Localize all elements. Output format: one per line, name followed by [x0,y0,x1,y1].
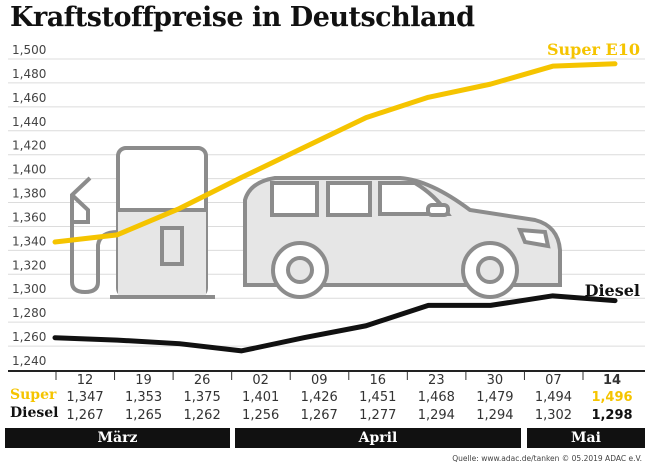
series-line-super [52,61,618,245]
y-tick-label: 1,480 [12,67,46,81]
fuel-pump-icon [70,146,215,299]
y-tick-label: 1,240 [12,354,46,368]
data-label-diesel: 1,294 [476,408,514,423]
car-icon [243,176,562,299]
chart-title: Kraftstoffpreise in Deutschland [10,2,475,33]
x-tick-label: 16 [369,373,387,388]
data-label-super: 1,375 [183,390,221,405]
data-label-super: 1,468 [417,390,455,405]
y-tick-label: 1,260 [12,330,46,344]
y-tick-label: 1,280 [12,306,46,320]
y-tick-label: 1,400 [12,163,46,177]
data-label-diesel: 1,298 [591,408,633,423]
month-band: April [235,428,521,448]
data-label-super: 1,426 [300,390,338,405]
y-tick-label: 1,440 [12,115,46,129]
data-label-super: 1,494 [534,390,573,405]
data-label-diesel: 1,265 [124,408,163,423]
data-label-super: 1,451 [359,390,397,405]
data-label-diesel: 1,277 [359,408,397,423]
data-label-diesel: 1,302 [534,408,573,423]
y-tick-label: 1,360 [12,210,46,224]
data-label-super: 1,479 [476,390,514,405]
legend-super-e10: Super E10 [547,40,640,59]
x-tick-label: 02 [252,373,269,388]
x-tick-label: 30 [486,373,504,388]
y-tick-label: 1,460 [12,91,46,105]
data-label-super: 1,401 [242,390,280,405]
source-note: Quelle: www.adac.de/tanken © 05.2019 ADA… [452,454,642,463]
data-label-diesel: 1,267 [300,408,338,423]
illustration [70,146,562,299]
y-tick-label: 1,320 [12,258,46,272]
x-tick-label: 19 [135,373,152,388]
data-label-diesel: 1,294 [417,408,455,423]
y-tick-label: 1,300 [12,282,46,296]
x-tick-label: 12 [76,373,94,388]
data-label-super: 1,347 [66,390,104,405]
y-tick-label: 1,340 [12,234,46,248]
month-band: März [5,428,230,448]
y-tick-label: 1,380 [12,187,46,201]
x-tick-label: 26 [193,373,211,388]
data-label-diesel: 1,267 [66,408,104,423]
legend-diesel: Diesel [585,281,640,300]
y-tick-label: 1,420 [12,139,46,153]
data-label-super: 1,496 [591,390,633,405]
month-band: Mai [527,428,645,448]
data-label-super: 1,353 [124,390,163,405]
x-tick-label: 07 [545,373,562,388]
data-label-diesel: 1,262 [183,408,221,423]
series-line-diesel [52,293,618,354]
x-tick-label: 23 [428,373,445,388]
table-label-diesel: Diesel [10,405,59,421]
data-label-diesel: 1,256 [242,408,280,423]
table-label-super: Super [10,387,57,403]
y-tick-label: 1,500 [12,43,46,57]
x-tick-label: 14 [602,373,622,388]
x-tick-label: 09 [310,373,328,388]
